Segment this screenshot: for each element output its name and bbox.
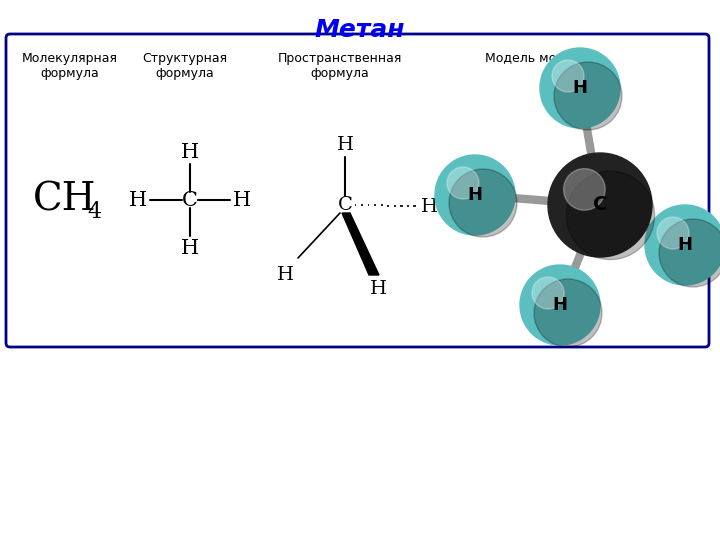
Circle shape	[659, 219, 720, 287]
Text: H: H	[678, 236, 693, 254]
Circle shape	[554, 62, 622, 130]
Text: H: H	[552, 296, 567, 314]
Circle shape	[657, 217, 689, 249]
Text: CH: CH	[33, 181, 96, 219]
Circle shape	[552, 60, 584, 92]
Circle shape	[435, 155, 515, 235]
Circle shape	[449, 169, 517, 237]
Text: H: H	[181, 239, 199, 258]
Text: H: H	[336, 136, 354, 154]
Text: C: C	[338, 196, 352, 214]
Text: Пространственная
формула: Пространственная формула	[278, 52, 402, 80]
Text: H: H	[572, 79, 588, 97]
Circle shape	[534, 279, 602, 347]
Text: H: H	[369, 280, 387, 298]
Polygon shape	[342, 213, 379, 275]
Circle shape	[645, 205, 720, 285]
Circle shape	[520, 265, 600, 345]
Text: H: H	[233, 191, 251, 210]
Text: Модель молекулы: Модель молекулы	[485, 52, 605, 65]
Text: 4: 4	[87, 201, 101, 223]
Circle shape	[532, 277, 564, 309]
Text: H: H	[181, 143, 199, 161]
Circle shape	[566, 171, 654, 260]
Text: Молекулярная
формула: Молекулярная формула	[22, 52, 118, 80]
Text: H: H	[420, 198, 438, 216]
Text: H: H	[276, 266, 294, 284]
Circle shape	[540, 48, 620, 128]
Text: C: C	[182, 191, 198, 210]
Text: H: H	[129, 191, 147, 210]
Text: C: C	[593, 195, 607, 214]
Circle shape	[564, 168, 606, 210]
Circle shape	[548, 153, 652, 257]
FancyBboxPatch shape	[6, 34, 709, 347]
Text: H: H	[467, 186, 482, 204]
Text: Структурная
формула: Структурная формула	[143, 52, 228, 80]
Circle shape	[447, 167, 479, 199]
Text: Метан: Метан	[315, 18, 405, 42]
